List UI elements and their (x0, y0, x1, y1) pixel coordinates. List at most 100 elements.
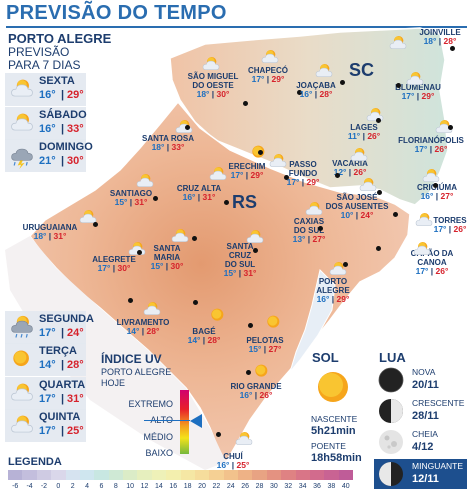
forecast-day-separator: | (61, 393, 65, 405)
city-name-line: SÃO JOSÉ (336, 193, 378, 202)
sun-icon (250, 362, 274, 382)
city-temps: 16° | 28° (296, 90, 336, 99)
city-label: CAPÃO DA CANOA 17° | 26° (411, 249, 454, 276)
forecast-subtitle-2: PARA 7 DIAS (8, 58, 81, 72)
city-label: PELOTAS 15° | 27° (246, 336, 283, 354)
moon-phase-0: NOVA 20/11 (374, 365, 467, 395)
city-name-line: LAGES (350, 123, 378, 132)
city-name-line: MARIA (153, 253, 181, 262)
sun-cloud-icon (432, 118, 456, 138)
city-marker (343, 262, 348, 267)
city-temps: 17° | 26° (398, 145, 464, 154)
city-max: 30° (170, 261, 184, 271)
city-marker (153, 196, 158, 201)
state-label-sc: SC (349, 60, 375, 80)
city-temp-separator: | (446, 224, 454, 234)
city-temps: 18° | 33° (142, 143, 194, 152)
legend-swatch (194, 470, 210, 480)
sun-cloud-icon (172, 118, 196, 138)
city-marker (248, 323, 253, 328)
legend-tick: 4 (85, 483, 90, 490)
city-temp-separator: | (436, 36, 444, 46)
sun-cloud-icon (168, 227, 192, 247)
city-marker (193, 300, 198, 305)
forecast-day-min: 17° (39, 393, 56, 405)
sc-state-shape (169, 27, 449, 206)
city-name-line: VACARIA (332, 159, 368, 168)
city-label: TORRES 17° | 26° (433, 216, 466, 234)
city-min: 17° (415, 266, 429, 276)
sun-cloud-icon (410, 240, 434, 260)
city-label: CHAPECÓ 17° | 29° (248, 66, 288, 84)
city-marker (137, 250, 142, 255)
city-name-line: FLORIANÓPOLIS (398, 136, 464, 145)
moon-phase-1: CRESCENTE 28/11 (374, 396, 467, 426)
city-name-line: RIO GRANDE (230, 382, 282, 391)
legend-tick: 30 (270, 483, 278, 490)
first-quarter-icon (378, 398, 404, 424)
city-min: 16° (420, 191, 434, 201)
sunset-time: 18h58min (311, 452, 362, 464)
legend-swatch (281, 470, 296, 480)
city-temps: 11° | 26° (348, 132, 380, 141)
city-name-line: SANTA (226, 242, 254, 251)
sun-icon (7, 347, 37, 373)
legend-tick: -2 (40, 483, 48, 490)
city-marker (450, 46, 455, 51)
city-label: CRUZ ALTA 16° | 31° (177, 184, 221, 202)
legend-tick: 16 (169, 483, 178, 490)
city-temp-separator: | (195, 192, 203, 202)
legend-tick: -4 (26, 483, 33, 490)
forecast-city: PORTO ALEGRE (8, 31, 112, 46)
city-temp-separator: | (261, 344, 269, 354)
city-label: SÃO MIGUEL DO OESTE 18° | 30° (188, 72, 239, 99)
city-label: PASSO FUNDO 17° | 29° (287, 160, 320, 187)
city-name-line: LIVRAMENTO (116, 318, 170, 327)
city-temp-separator: | (329, 294, 337, 304)
city-temps: 17° | 29° (287, 178, 320, 187)
rain-icon (7, 315, 37, 341)
city-temp-separator: | (299, 177, 307, 187)
city-label: FLORIANÓPOLIS 17° | 26° (398, 136, 464, 154)
forecast-day-min: 16° (39, 89, 56, 101)
legend-tick: 2 (70, 483, 75, 490)
city-temps: 16° | 25° (217, 461, 250, 470)
city-min: 18° (196, 89, 210, 99)
sun-cloud-icon (326, 260, 350, 280)
city-max: 28° (207, 335, 221, 345)
legend-tick: 34 (298, 483, 307, 490)
city-name-line: CANOA (417, 258, 447, 267)
legend-swatch (94, 470, 109, 480)
legend-swatch (223, 470, 238, 480)
city-max: 27° (440, 191, 454, 201)
forecast-day-0: SEXTA 16° | 29° (5, 73, 86, 106)
city-max: 31° (202, 192, 216, 202)
city-name-line: CRUZ (228, 251, 252, 260)
moon-phase-name: CRESCENTE (412, 398, 465, 408)
sun-cloud-icon (206, 165, 230, 185)
city-min: 17° (414, 144, 428, 154)
forecast-day-min: 16° (39, 123, 56, 135)
uv-indicator-arrow (190, 414, 202, 428)
city-marker (185, 125, 190, 130)
city-name-line: BLUMENAU (395, 83, 441, 92)
city-temps: 12° | 26° (332, 168, 368, 177)
city-temp-separator: | (305, 234, 313, 244)
city-temp-separator: | (252, 390, 260, 400)
legend-tick: 14 (155, 483, 163, 490)
city-marker (340, 80, 345, 85)
city-min: 15° (114, 197, 128, 207)
forecast-day-name: QUARTA (39, 379, 86, 391)
city-name-line: JOAÇABA (296, 81, 336, 90)
legend-swatch (166, 470, 181, 480)
city-min: 18° (151, 142, 165, 152)
legend-swatch (209, 470, 224, 480)
city-temp-separator: | (164, 142, 172, 152)
forecast-day-name: QUINTA (39, 411, 81, 423)
city-min: 16° (216, 460, 230, 470)
city-temps: 17° | 26° (433, 224, 467, 234)
city-max: 31° (243, 268, 257, 278)
city-max: 26° (434, 144, 448, 154)
legend-swatch (295, 470, 310, 480)
